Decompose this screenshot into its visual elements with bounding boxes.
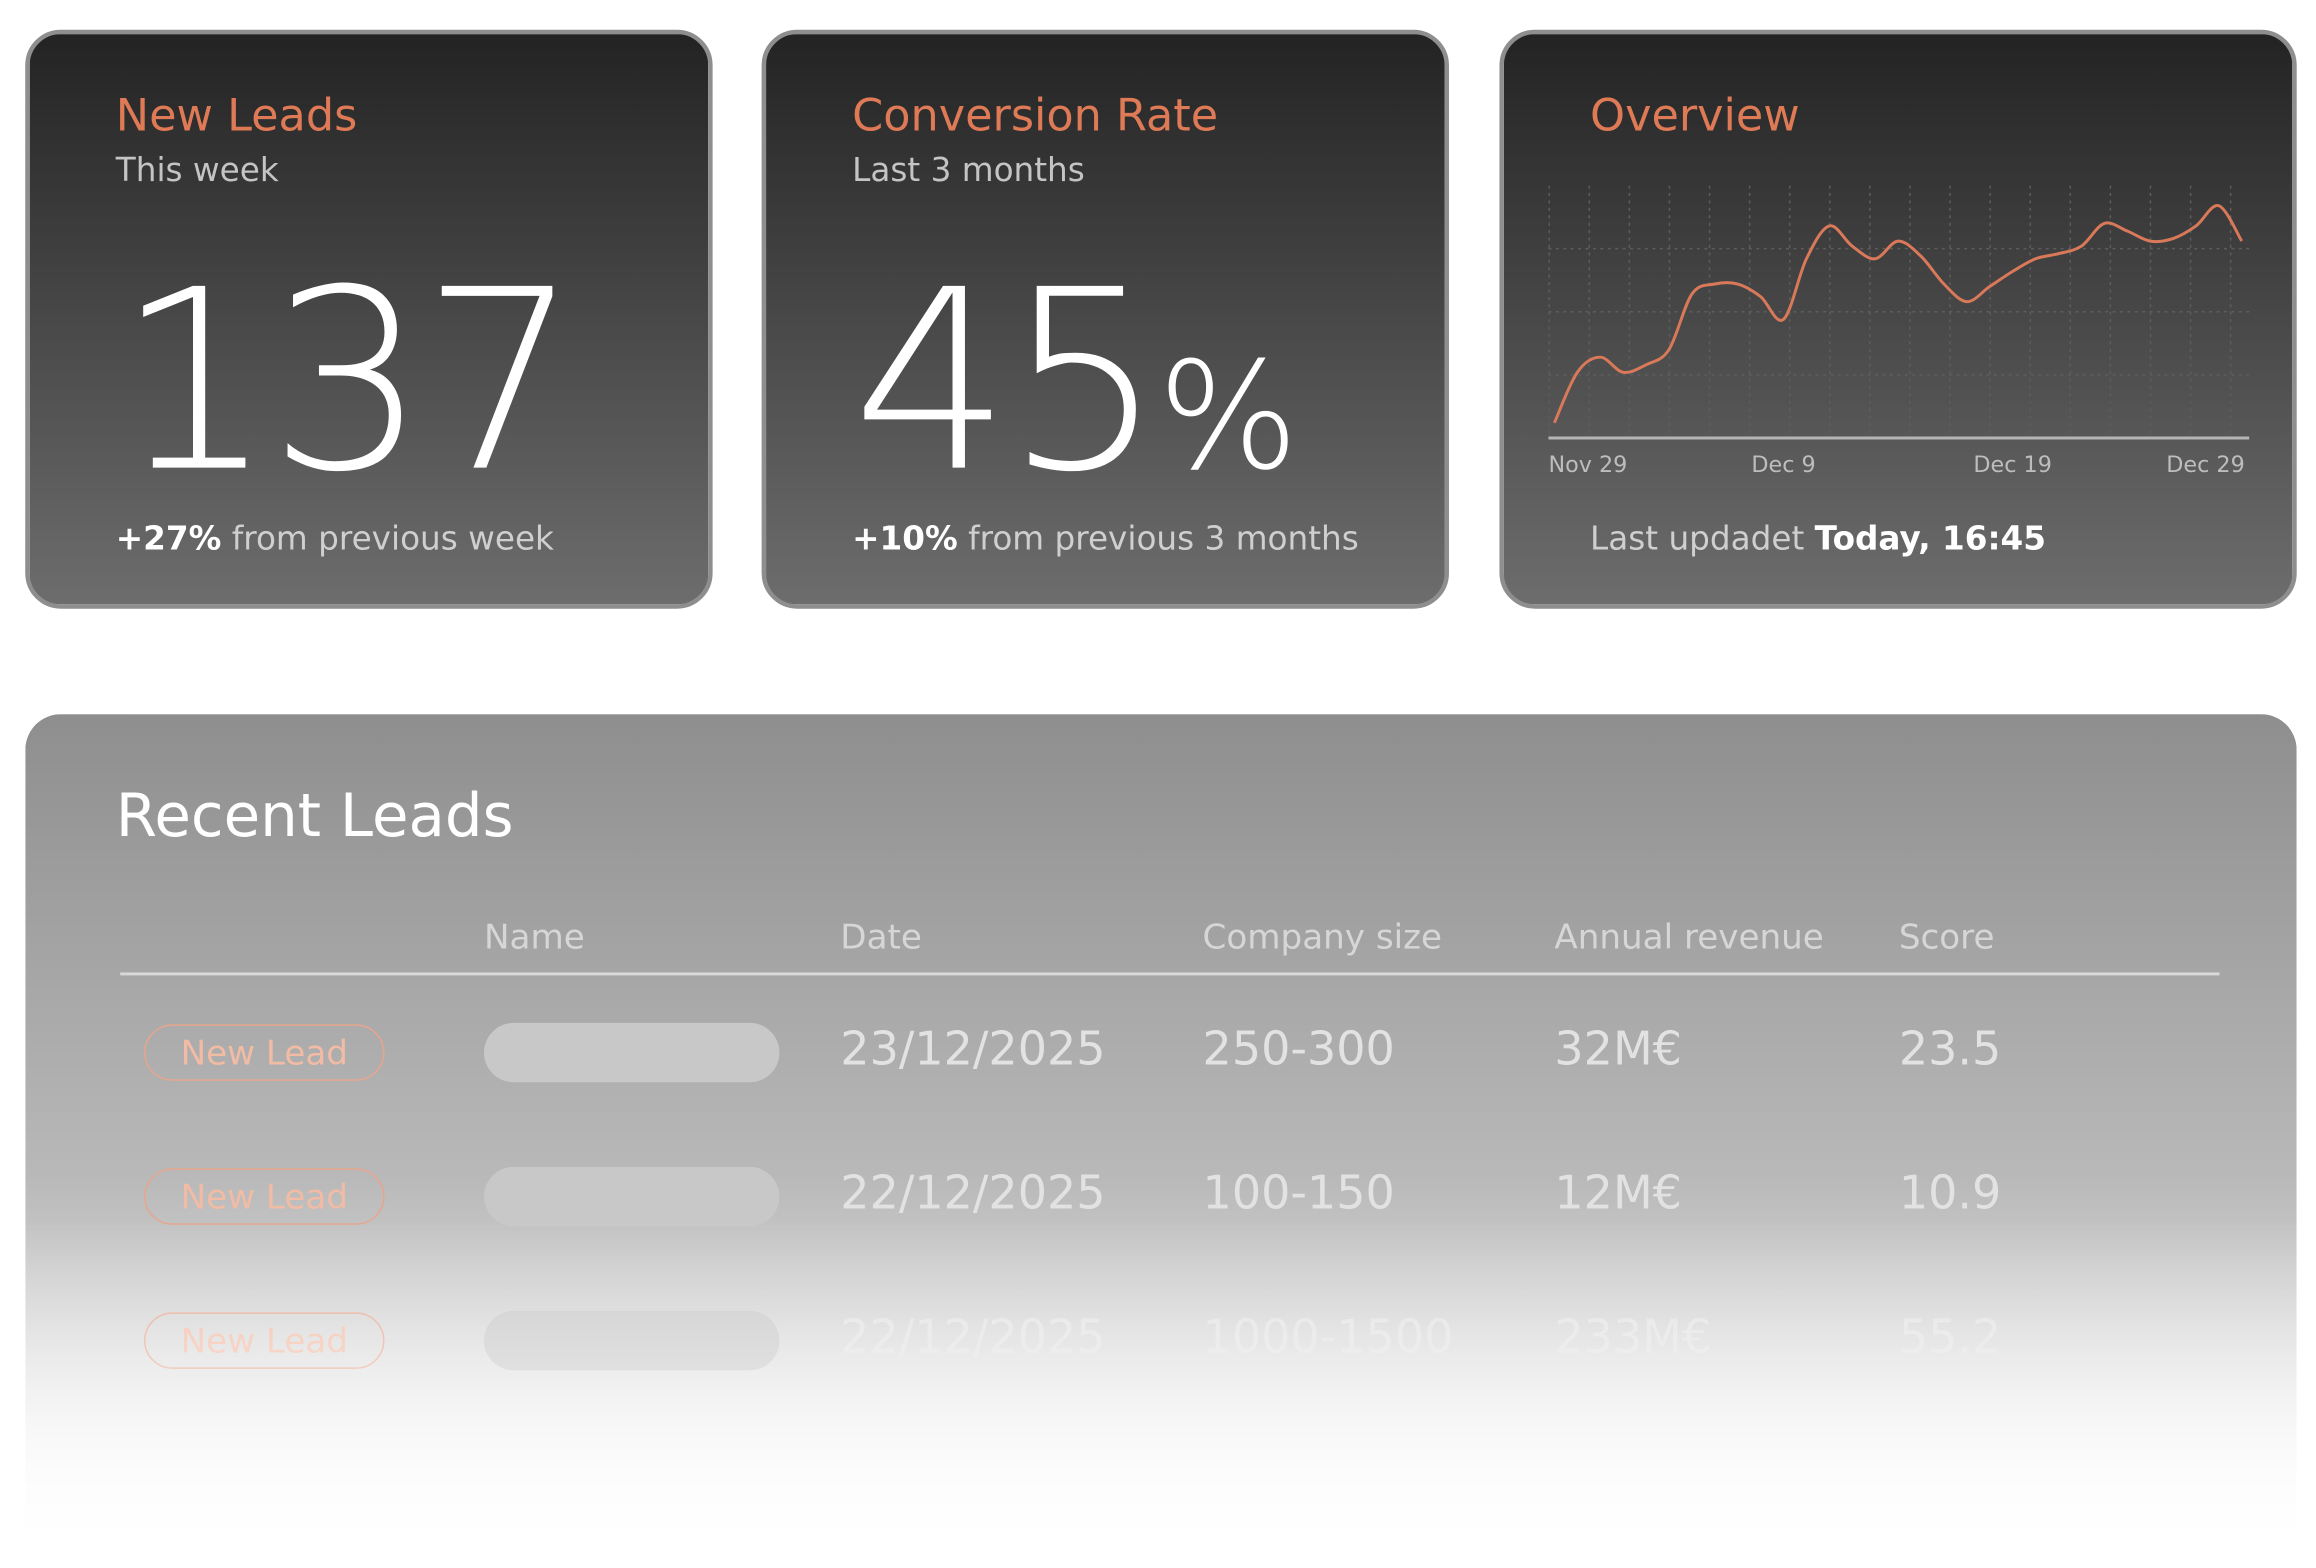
cell-size: 1000-1500 (1202, 1310, 1454, 1365)
column-header: Date (840, 918, 922, 958)
card-subtitle: Last 3 months (852, 152, 1085, 191)
overview-chart: Nov 29 Dec 9 Dec 19 Dec 29 (1548, 185, 2250, 478)
status-badge: New Lead (144, 1312, 385, 1369)
cell-score: 23.5 (1898, 1022, 2002, 1077)
card-title: Conversion Rate (852, 90, 1219, 143)
update-note: Last updadet Today, 16:45 (1590, 521, 2046, 558)
name-placeholder (483, 1166, 780, 1227)
status-badge: New Lead (144, 1168, 385, 1225)
header-divider (120, 972, 2220, 975)
x-tick-label: Dec 29 (2166, 452, 2244, 478)
column-header: Company size (1202, 918, 1443, 958)
cell-score: 10.9 (1898, 1166, 2002, 1221)
cell-date: 23/12/2025 (840, 1022, 1106, 1077)
cell-size: 250-300 (1202, 1022, 1395, 1077)
column-header: Score (1898, 918, 1995, 958)
column-header: Name (483, 918, 585, 958)
recent-leads-panel: Recent Leads Name Date Company size Annu… (25, 714, 2297, 1561)
name-placeholder (483, 1310, 780, 1371)
unit: % (1157, 329, 1299, 504)
change: +27% (115, 521, 222, 559)
cell-score: 55.2 (1898, 1310, 2002, 1365)
card-value: 137 (115, 236, 580, 528)
x-tick-label: Dec 9 (1751, 452, 1815, 478)
cell-size: 100-150 (1202, 1166, 1395, 1221)
name-placeholder (483, 1022, 780, 1083)
card-title: New Leads (115, 90, 358, 143)
line (1553, 204, 2244, 424)
cell-revenue: 233M€ (1554, 1310, 1712, 1365)
card-subtitle: This week (115, 152, 279, 191)
card-title: Overview (1590, 90, 1800, 143)
cell-revenue: 32M€ (1554, 1022, 1682, 1077)
note: from previous week (231, 521, 554, 559)
card-value: 45% (852, 257, 1299, 506)
x-tick-label: Nov 29 (1548, 452, 1627, 478)
update-label: Last updadet (1590, 521, 1805, 559)
conversion-card: Conversion Rate Last 3 months 45% +10% f… (761, 29, 1449, 609)
panel-title: Recent Leads (115, 782, 514, 851)
change: +10% (852, 521, 958, 559)
cell-date: 22/12/2025 (840, 1310, 1106, 1365)
update-time: Today, 16:45 (1814, 521, 2046, 559)
cell-revenue: 12M€ (1554, 1166, 1682, 1221)
note: from previous 3 months (968, 521, 1359, 559)
x-tick-label: Dec 19 (1973, 452, 2051, 478)
status-badge: New Lead (144, 1024, 385, 1081)
value: 45 (852, 236, 1163, 528)
card-footer: +10% from previous 3 months (852, 521, 1359, 558)
new-leads-card: New Leads This week 137 +27% from previo… (25, 29, 713, 609)
cell-date: 22/12/2025 (840, 1166, 1106, 1221)
card-footer: +27% from previous week (116, 521, 554, 558)
column-header: Annual revenue (1554, 918, 1824, 958)
